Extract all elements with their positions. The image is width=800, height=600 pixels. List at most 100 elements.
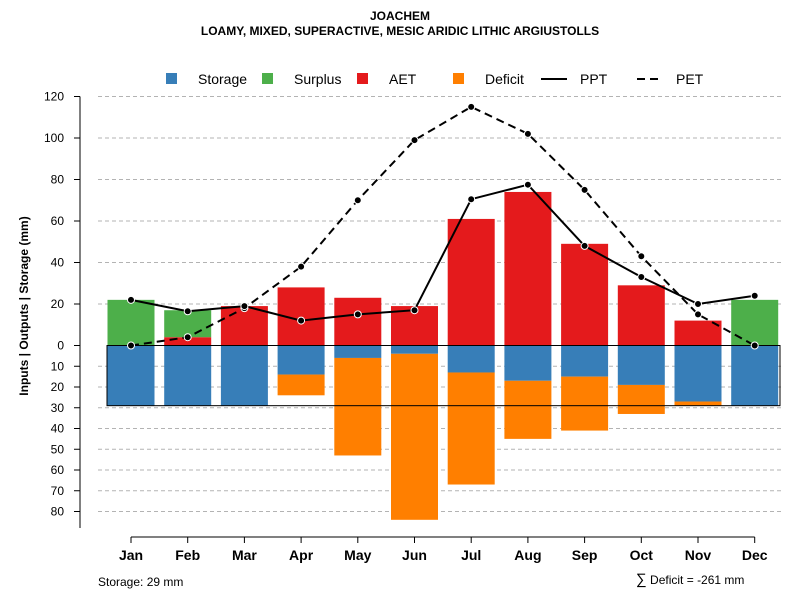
x-tick-label: Jun: [402, 547, 427, 563]
storage-bar: [391, 345, 438, 354]
y-tick-label: 60: [51, 463, 65, 477]
ppt-point: [240, 302, 249, 311]
x-tick-label: Feb: [175, 547, 200, 563]
y-tick-label: 20: [51, 380, 65, 394]
ppt-point: [353, 310, 362, 319]
deficit-bar: [391, 353, 438, 520]
legend: Storage Surplus AET Deficit PPT PET: [166, 71, 704, 87]
surplus-bar: [107, 299, 155, 346]
storage-bar: [674, 345, 722, 402]
legend-swatch-aet: [357, 73, 368, 84]
storage-bar: [164, 345, 212, 406]
storage-bar: [220, 345, 268, 406]
pet-point: [694, 310, 702, 319]
ppt-point: [297, 316, 306, 325]
aet-bar: [334, 297, 382, 346]
y-tick-label: 80: [51, 505, 65, 519]
sum-symbol: ∑: [636, 571, 647, 588]
storage-bar: [617, 345, 665, 385]
deficit-bar: [617, 384, 665, 414]
pet-point: [410, 136, 419, 145]
pet-point: [750, 341, 759, 350]
x-tick-label: Oct: [630, 547, 654, 563]
y-tick-label: 120: [44, 90, 64, 104]
x-tick-label: Jan: [119, 547, 143, 563]
ppt-point: [127, 295, 135, 304]
ppt-point: [580, 241, 589, 250]
pet-point: [183, 333, 192, 342]
series-lines: [127, 102, 759, 350]
pet-point: [353, 196, 362, 205]
aet-bar: [561, 243, 609, 346]
aet-bar: [617, 285, 665, 346]
x-tick-label: Sep: [572, 547, 598, 563]
storage-note: Storage: 29 mm: [98, 575, 184, 589]
storage-bar: [447, 345, 495, 373]
legend-label-deficit: Deficit: [485, 71, 524, 87]
pet-point: [523, 129, 532, 138]
y-tick-label: 40: [51, 422, 65, 436]
ppt-point: [523, 180, 532, 189]
y-tick-label: 80: [51, 173, 65, 187]
x-tick-label: May: [344, 547, 371, 563]
pet-point: [297, 262, 306, 271]
aet-bar: [674, 320, 722, 346]
pet-point: [467, 102, 476, 111]
x-tick-label: Nov: [685, 547, 712, 563]
deficit-bar: [561, 376, 609, 431]
chart-subtitle: LOAMY, MIXED, SUPERACTIVE, MESIC ARIDIC …: [200, 24, 600, 38]
ppt-point: [694, 300, 702, 308]
legend-label-surplus: Surplus: [294, 71, 341, 87]
legend-label-aet: AET: [389, 71, 417, 87]
storage-bar: [277, 345, 325, 375]
aet-bar: [220, 306, 268, 346]
legend-swatch-deficit: [453, 73, 464, 84]
deficit-note: ∑ Deficit = -261 mm: [636, 571, 744, 588]
bars: [106, 191, 781, 520]
x-tick-label: Dec: [742, 547, 768, 563]
gridlines: [98, 96, 782, 512]
aet-bar: [164, 337, 212, 346]
y-tick-label: 70: [51, 484, 65, 498]
legend-label-pet: PET: [676, 71, 704, 87]
deficit-note-text: Deficit = -261 mm: [650, 573, 745, 587]
axes: 0 20 40 60 80 100 120 10 20 30 40 50 60 70 80 Inputs | …: [17, 90, 768, 564]
surplus-bar: [731, 299, 779, 346]
ppt-point: [750, 291, 759, 300]
pet-line: [130, 105, 756, 347]
y-tick-label: 50: [51, 442, 65, 456]
storage-capacity-box: [106, 345, 781, 407]
legend-label-storage: Storage: [198, 71, 247, 87]
y-tick-label: 30: [51, 401, 65, 415]
ppt-point: [467, 195, 476, 204]
y-tick-label: 0: [57, 339, 64, 353]
pet-point: [637, 252, 646, 261]
y-tick-label: 20: [51, 297, 65, 311]
ppt-line: [130, 183, 755, 322]
aet-bar: [504, 191, 552, 346]
chart-title: JOACHEM: [369, 9, 430, 23]
deficit-bar: [504, 380, 552, 439]
y-tick-label: 40: [51, 256, 65, 270]
deficit-bar: [277, 374, 325, 396]
aet-bar: [447, 218, 495, 346]
ppt-point: [410, 306, 419, 315]
deficit-bar: [674, 401, 722, 406]
storage-bar: [504, 345, 552, 381]
legend-swatch-storage: [166, 73, 177, 84]
y-tick-label: 60: [51, 214, 65, 228]
deficit-bar: [447, 372, 495, 485]
storage-bar: [107, 345, 155, 406]
storage-bar: [561, 345, 609, 377]
ppt-point: [183, 307, 192, 316]
storage-bar: [731, 345, 779, 406]
deficit-bar: [334, 357, 382, 456]
x-tick-label: Mar: [232, 547, 257, 563]
legend-swatch-surplus: [262, 73, 273, 84]
y-axis-label: Inputs | Outputs | Storage (mm): [17, 216, 31, 395]
x-tick-label: Aug: [514, 547, 541, 563]
pet-point: [580, 185, 589, 194]
ppt-point: [637, 273, 646, 282]
x-tick-label: Jul: [461, 547, 481, 563]
